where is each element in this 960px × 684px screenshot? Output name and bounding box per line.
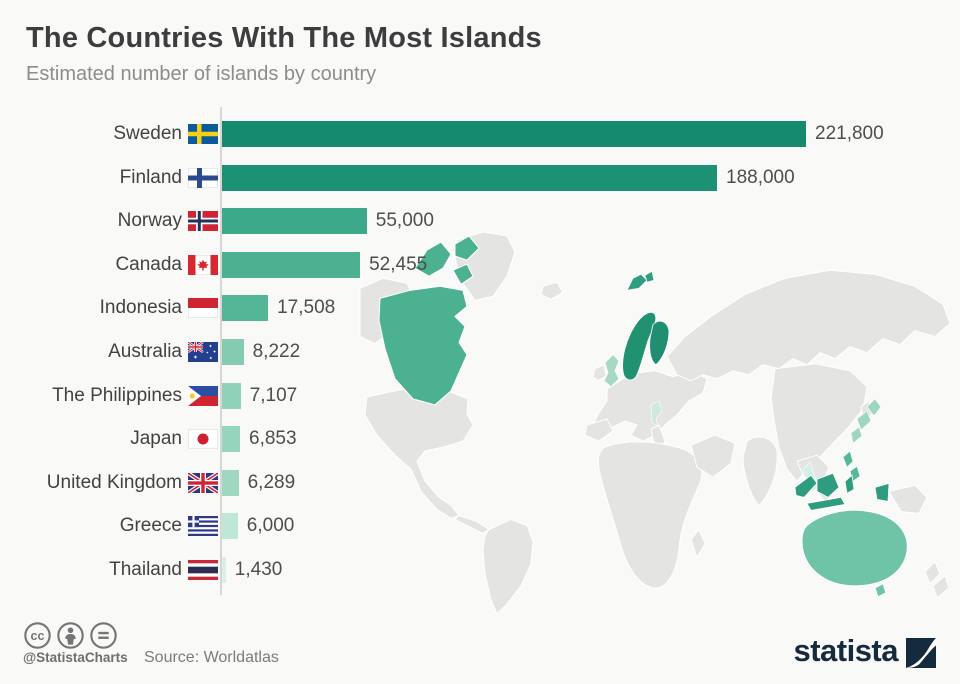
bar-australia [222, 339, 244, 365]
flag-sweden-icon [188, 124, 218, 144]
value-label: 8,222 [252, 341, 301, 362]
value-label: 6,000 [246, 515, 295, 537]
chart-row: Indonesia 17,508 [0, 295, 960, 322]
chart-row: Norway 55,000 [0, 208, 960, 235]
axis-line [220, 107, 222, 595]
map-svalbard [626, 270, 655, 291]
value-label: 1,430 [234, 559, 283, 580]
country-label: Thailand [109, 559, 182, 580]
map-uk [603, 354, 620, 388]
map-australia [801, 509, 908, 598]
map-land [359, 231, 951, 615]
map-greece [650, 400, 663, 427]
value-label: 17,508 [277, 297, 336, 319]
map-russia [666, 269, 951, 382]
country-label: Australia [108, 341, 182, 362]
page-title: The Countries With The Most Islands [26, 22, 542, 54]
value-label: 188,000 [726, 166, 795, 188]
map-africa [597, 441, 703, 589]
bar-finland [222, 164, 717, 191]
world-map [359, 231, 951, 615]
chart-row: Thailand 1,430 [0, 557, 960, 583]
chart-row: Australia 8,222 [0, 339, 960, 365]
flag-uk-icon [188, 472, 218, 493]
country-label: Canada [115, 253, 182, 275]
country-label: United Kingdom [46, 471, 182, 493]
value-label: 6,289 [247, 471, 296, 493]
flag-finland-icon [188, 167, 218, 188]
value-label: 221,800 [815, 123, 884, 144]
source-credit: Source: Worldatlas [144, 649, 279, 666]
bar-sweden [222, 121, 806, 147]
no-derivatives-icon [90, 622, 117, 649]
flag-thailand-icon [188, 560, 218, 580]
country-label: Indonesia [99, 297, 182, 319]
flag-canada-icon [188, 254, 218, 275]
cc-icon: cc [24, 622, 51, 649]
svg-text:cc: cc [31, 629, 45, 643]
country-label: Sweden [113, 123, 182, 144]
country-label: Finland [119, 166, 182, 188]
flag-australia-icon [188, 342, 218, 362]
map-china [770, 363, 868, 483]
map-canada [378, 235, 480, 406]
map-usa [364, 388, 474, 520]
map-finland [649, 320, 670, 366]
flag-indonesia-icon [188, 298, 218, 319]
map-iberia [584, 418, 614, 442]
chart-row: Japan 6,853 [0, 426, 960, 453]
map-central-america [454, 514, 490, 535]
attribution-icon [57, 622, 84, 649]
statista-charts-handle[interactable]: @StatistaCharts [23, 650, 128, 665]
bar-norway [222, 208, 367, 235]
bar-philippines [222, 382, 241, 409]
country-label: Greece [119, 515, 182, 537]
flag-norway-icon [188, 211, 218, 232]
bar-japan [222, 426, 240, 453]
map-indonesia [794, 472, 890, 511]
map-iceland [540, 281, 564, 300]
chart-row: Greece 6,000 [0, 513, 960, 540]
value-label: 7,107 [249, 384, 298, 406]
flag-japan-icon [188, 429, 218, 450]
value-label: 52,455 [369, 253, 428, 275]
map-png [888, 484, 928, 514]
map-india [742, 436, 778, 507]
map-new-zealand [924, 560, 950, 599]
country-label: Norway [117, 210, 182, 232]
chart-row: Sweden 221,800 [0, 121, 960, 147]
chart-row: The Philippines 7,107 [0, 382, 960, 409]
value-label: 6,853 [249, 428, 297, 450]
map-japan [850, 398, 882, 444]
statista-logo[interactable]: statista [793, 633, 936, 671]
statista-wordmark: statista [793, 633, 898, 668]
value-label: 55,000 [375, 210, 434, 232]
map-madagascar [690, 528, 706, 559]
statista-mark-icon [906, 638, 936, 668]
bar-indonesia [222, 295, 269, 322]
map-ireland [592, 363, 607, 382]
country-label: The Philippines [52, 384, 182, 406]
bar-greece [222, 513, 238, 540]
chart-row: Canada 52,455 [0, 251, 960, 278]
chart-row: Finland 188,000 [0, 164, 960, 191]
map-south-america [482, 518, 534, 615]
bar-canada [222, 251, 361, 278]
map-middle-east [690, 434, 736, 478]
chart-row: United Kingdom 6,289 [0, 469, 960, 496]
license-badges[interactable]: cc [23, 621, 118, 650]
flag-greece-icon [188, 516, 218, 537]
page-subtitle: Estimated number of islands by country [26, 63, 377, 85]
country-label: Japan [130, 428, 182, 450]
bar-uk [222, 469, 239, 496]
bar-thailand [222, 557, 226, 583]
flag-philippines-icon [188, 385, 218, 406]
